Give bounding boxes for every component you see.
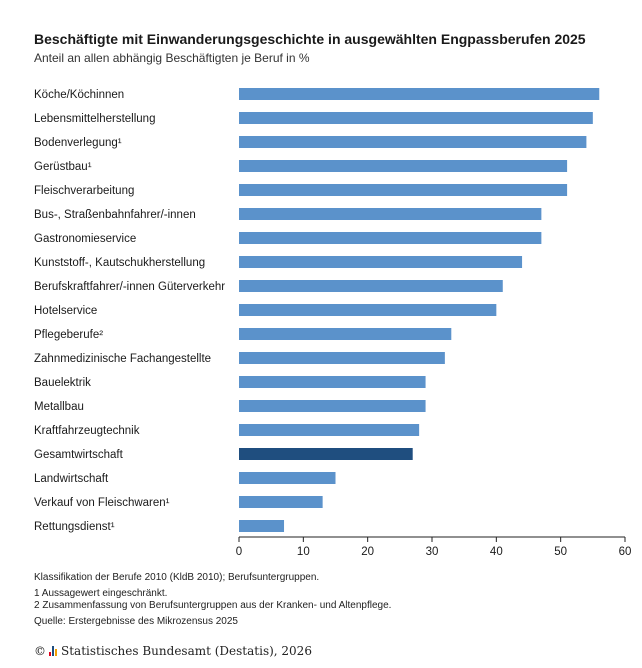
category-label: Lebensmittelherstellung: [34, 113, 155, 125]
bar: [239, 256, 523, 268]
category-label: Gastronomieservice: [34, 233, 136, 245]
category-label: Berufskraftfahrer/-innen Güterverkehr: [34, 281, 225, 293]
bar-chart: Köche/Köchinnen Lebensmittelherstellung Bo…: [34, 88, 632, 558]
bar: [239, 352, 445, 364]
copyright-symbol: ©: [34, 644, 46, 658]
bar: [239, 280, 503, 292]
category-label: Fleischverarbeitung: [34, 185, 134, 197]
x-tick-label: 60: [619, 546, 632, 558]
bar: [239, 400, 426, 412]
category-label: Landwirtschaft: [34, 473, 109, 485]
x-tick-label: 30: [426, 546, 439, 558]
bar: [239, 232, 542, 244]
bar: [239, 160, 568, 172]
bar: [239, 496, 323, 508]
category-label: Hotelservice: [34, 305, 97, 317]
bar: [239, 328, 452, 340]
chart-title: Beschäftigte mit Einwanderungsgeschichte…: [34, 31, 586, 47]
x-tick-label: 40: [490, 546, 503, 558]
copyright-text: Statistisches Bundesamt (Destatis), 2026: [61, 644, 312, 658]
footnote-1: 1 Aussagewert eingeschränkt.: [34, 588, 168, 599]
bar: [239, 184, 568, 196]
category-label: Verkauf von Fleischwaren¹: [34, 497, 170, 509]
bar: [239, 424, 420, 436]
destatis-logo-icon: [49, 646, 57, 656]
bar: [239, 208, 542, 220]
bar-highlight: [239, 448, 413, 460]
category-label: Rettungsdienst¹: [34, 521, 115, 533]
bar: [239, 520, 285, 532]
x-tick-label: 10: [297, 546, 310, 558]
bar: [239, 88, 600, 100]
category-label: Gerüstbau¹: [34, 161, 92, 173]
x-tick-label: 0: [236, 546, 242, 558]
category-label: Gesamtwirtschaft: [34, 449, 124, 461]
category-label: Köche/Köchinnen: [34, 89, 124, 101]
category-label: Kraftfahrzeugtechnik: [34, 425, 140, 437]
source-note: Quelle: Erstergebnisse des Mikrozensus 2…: [34, 616, 238, 627]
footnote-2: 2 Zusammenfassung von Berufsuntergruppen…: [34, 600, 392, 611]
bar: [239, 112, 593, 124]
chart-subtitle: Anteil an allen abhängig Beschäftigten j…: [34, 51, 310, 65]
category-label: Zahnmedizinische Fachangestellte: [34, 353, 211, 365]
bar: [239, 472, 336, 484]
category-label: Kunststoff-, Kautschukherstellung: [34, 257, 205, 269]
category-label: Metallbau: [34, 401, 84, 413]
category-label: Bus-, Straßenbahnfahrer/-innen: [34, 209, 196, 221]
footnote-classification: Klassifikation der Berufe 2010 (KldB 201…: [34, 572, 320, 583]
category-label: Bodenverlegung¹: [34, 137, 122, 149]
x-tick-label: 20: [361, 546, 374, 558]
copyright-line: © Statistisches Bundesamt (Destatis), 20…: [34, 644, 312, 658]
category-label: Pflegeberufe²: [34, 329, 103, 341]
category-label: Bauelektrik: [34, 377, 91, 389]
bar: [239, 376, 426, 388]
bar: [239, 136, 587, 148]
bar: [239, 304, 497, 316]
x-tick-label: 50: [554, 546, 567, 558]
